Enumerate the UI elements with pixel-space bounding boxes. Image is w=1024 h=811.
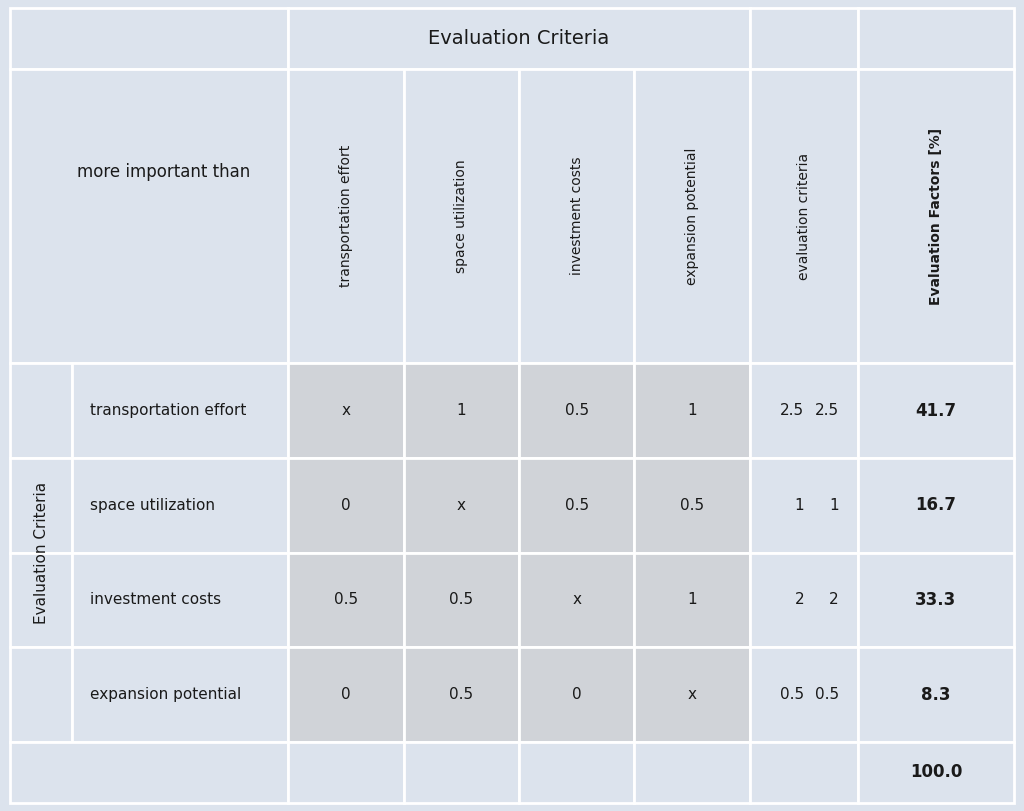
Text: Evaluation Factors [%]: Evaluation Factors [%] [929, 127, 943, 305]
Text: x: x [572, 593, 582, 607]
Text: Evaluation Criteria: Evaluation Criteria [428, 29, 609, 48]
Text: 0.5: 0.5 [564, 403, 589, 418]
Text: investment costs: investment costs [90, 593, 221, 607]
FancyArrowPatch shape [142, 257, 225, 338]
Text: 0.5: 0.5 [564, 498, 589, 513]
Text: space utilization: space utilization [90, 498, 215, 513]
Text: expansion potential: expansion potential [685, 148, 699, 285]
Text: Evaluation Criteria: Evaluation Criteria [34, 482, 49, 624]
Text: 16.7: 16.7 [915, 496, 956, 514]
Text: 0: 0 [341, 498, 351, 513]
Text: 100.0: 100.0 [909, 763, 963, 782]
Text: x: x [341, 403, 350, 418]
Text: 1: 1 [687, 403, 697, 418]
Text: 2: 2 [829, 593, 839, 607]
Text: expansion potential: expansion potential [90, 687, 241, 702]
Text: transportation effort: transportation effort [90, 403, 246, 418]
Text: 1: 1 [829, 498, 839, 513]
Text: 0: 0 [341, 687, 351, 702]
Text: investment costs: investment costs [569, 157, 584, 276]
Text: 0.5: 0.5 [334, 593, 358, 607]
Text: 0.5: 0.5 [814, 687, 839, 702]
Text: 1: 1 [457, 403, 466, 418]
Text: more important than: more important than [77, 163, 250, 181]
Text: evaluation criteria: evaluation criteria [797, 152, 811, 280]
Text: 2.5: 2.5 [814, 403, 839, 418]
Text: x: x [457, 498, 466, 513]
Text: 0.5: 0.5 [450, 687, 473, 702]
Text: 0: 0 [572, 687, 582, 702]
Text: space utilization: space utilization [455, 159, 468, 273]
Text: 0.5: 0.5 [450, 593, 473, 607]
Text: 1: 1 [795, 498, 804, 513]
Text: 2.5: 2.5 [780, 403, 804, 418]
Text: transportation effort: transportation effort [339, 145, 353, 287]
Text: 2: 2 [795, 593, 804, 607]
Text: 8.3: 8.3 [922, 685, 950, 704]
Text: 33.3: 33.3 [915, 591, 956, 609]
Text: 0.5: 0.5 [680, 498, 705, 513]
Text: x: x [688, 687, 696, 702]
Text: 1: 1 [687, 593, 697, 607]
Text: 0.5: 0.5 [780, 687, 804, 702]
Text: 41.7: 41.7 [915, 401, 956, 419]
